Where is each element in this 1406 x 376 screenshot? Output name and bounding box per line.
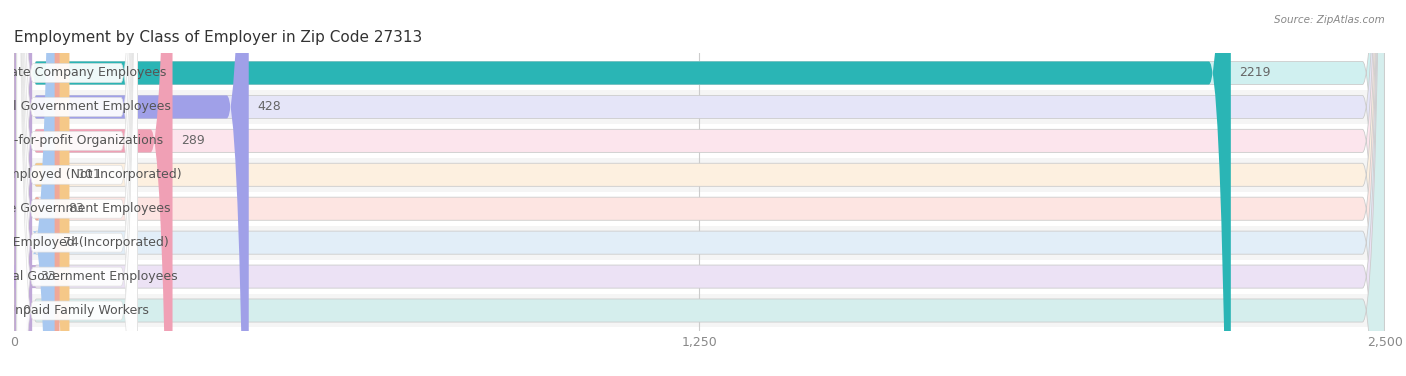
Bar [14, 158, 1385, 192]
Text: 33: 33 [41, 270, 56, 283]
FancyBboxPatch shape [14, 0, 1385, 376]
Bar [14, 259, 1385, 294]
Bar [14, 294, 1385, 327]
FancyBboxPatch shape [14, 0, 1385, 376]
Bar [14, 90, 1385, 124]
Bar [14, 56, 1385, 90]
Text: Source: ZipAtlas.com: Source: ZipAtlas.com [1274, 15, 1385, 25]
FancyBboxPatch shape [14, 0, 173, 376]
Text: Self-Employed (Incorporated): Self-Employed (Incorporated) [0, 236, 169, 249]
FancyBboxPatch shape [14, 0, 1385, 376]
FancyBboxPatch shape [14, 0, 1385, 376]
Text: Not-for-profit Organizations: Not-for-profit Organizations [0, 134, 163, 147]
Text: 289: 289 [181, 134, 204, 147]
FancyBboxPatch shape [14, 0, 1385, 376]
Bar [14, 192, 1385, 226]
Text: 101: 101 [77, 168, 101, 181]
FancyBboxPatch shape [14, 0, 1385, 376]
FancyBboxPatch shape [17, 0, 138, 376]
FancyBboxPatch shape [14, 0, 69, 376]
FancyBboxPatch shape [17, 0, 138, 376]
FancyBboxPatch shape [17, 0, 138, 376]
FancyBboxPatch shape [10, 0, 37, 376]
Text: Private Company Employees: Private Company Employees [0, 67, 167, 79]
FancyBboxPatch shape [14, 0, 1385, 376]
FancyBboxPatch shape [14, 0, 59, 376]
FancyBboxPatch shape [17, 0, 138, 376]
Text: State Government Employees: State Government Employees [0, 202, 172, 215]
FancyBboxPatch shape [17, 0, 138, 376]
FancyBboxPatch shape [17, 0, 138, 376]
Text: 428: 428 [257, 100, 281, 114]
Text: Employment by Class of Employer in Zip Code 27313: Employment by Class of Employer in Zip C… [14, 30, 422, 44]
Text: 74: 74 [63, 236, 79, 249]
Text: Local Government Employees: Local Government Employees [0, 100, 170, 114]
Text: 2219: 2219 [1239, 67, 1271, 79]
Text: Self-Employed (Not Incorporated): Self-Employed (Not Incorporated) [0, 168, 181, 181]
Bar [14, 226, 1385, 259]
FancyBboxPatch shape [14, 0, 249, 376]
Text: Federal Government Employees: Federal Government Employees [0, 270, 177, 283]
FancyBboxPatch shape [14, 0, 1230, 376]
FancyBboxPatch shape [14, 0, 55, 376]
FancyBboxPatch shape [17, 0, 138, 376]
Text: Unpaid Family Workers: Unpaid Family Workers [6, 304, 149, 317]
FancyBboxPatch shape [17, 0, 138, 376]
Bar [14, 124, 1385, 158]
Text: 0: 0 [22, 304, 31, 317]
FancyBboxPatch shape [14, 0, 1385, 376]
Text: 83: 83 [67, 202, 84, 215]
